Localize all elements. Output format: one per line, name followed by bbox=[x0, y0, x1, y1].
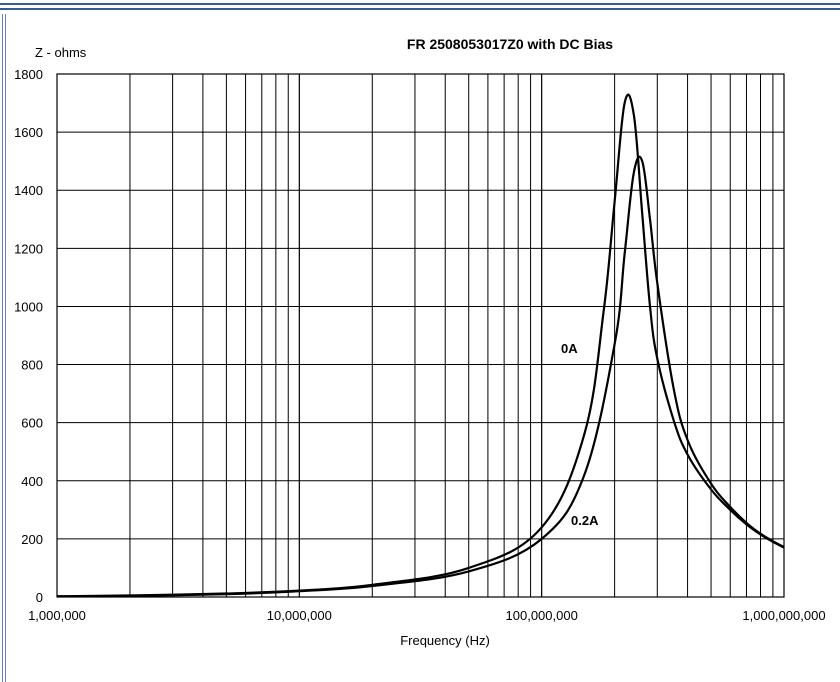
x-axis-label: Frequency (Hz) bbox=[400, 633, 490, 648]
y-tick-label: 1200 bbox=[14, 241, 43, 256]
series-line-0-2a bbox=[56, 155, 785, 598]
y-axis-label: Z - ohms bbox=[35, 45, 87, 60]
y-tick-label: 0 bbox=[36, 590, 43, 605]
grid-lines bbox=[57, 74, 784, 597]
series-line-0a bbox=[56, 93, 785, 598]
y-tick-label: 200 bbox=[21, 532, 43, 547]
x-tick-label: 100,000,000 bbox=[506, 608, 578, 623]
y-tick-label: 600 bbox=[21, 416, 43, 431]
window-top-border bbox=[0, 0, 840, 14]
y-tick-label: 800 bbox=[21, 358, 43, 373]
y-tick-label: 400 bbox=[21, 474, 43, 489]
y-tick-labels: 0 200 400 600 800 1000 1200 1400 1600 1800 bbox=[14, 67, 43, 605]
series-group bbox=[56, 93, 785, 598]
window-left-border bbox=[2, 14, 3, 682]
x-tick-labels: 1,000,000 10,000,000 100,000,000 1,000,000,… bbox=[28, 608, 825, 623]
x-tick-label: 1,000,000,000 bbox=[742, 608, 825, 623]
window-left-border-inner bbox=[5, 14, 6, 682]
y-tick-label: 1800 bbox=[14, 67, 43, 82]
y-tick-label: 1400 bbox=[14, 183, 43, 198]
y-tick-label: 1000 bbox=[14, 299, 43, 314]
plot-area-border bbox=[56, 73, 785, 598]
annotation-0-2a: 0.2A bbox=[571, 513, 599, 528]
chart-title: FR 2508053017Z0 with DC Bias bbox=[407, 36, 613, 52]
x-tick-label: 10,000,000 bbox=[267, 608, 332, 623]
annotation-0a: 0A bbox=[561, 341, 578, 356]
y-tick-label: 1600 bbox=[14, 125, 43, 140]
plot-frame bbox=[56, 73, 785, 598]
x-tick-label: 1,000,000 bbox=[28, 608, 86, 623]
